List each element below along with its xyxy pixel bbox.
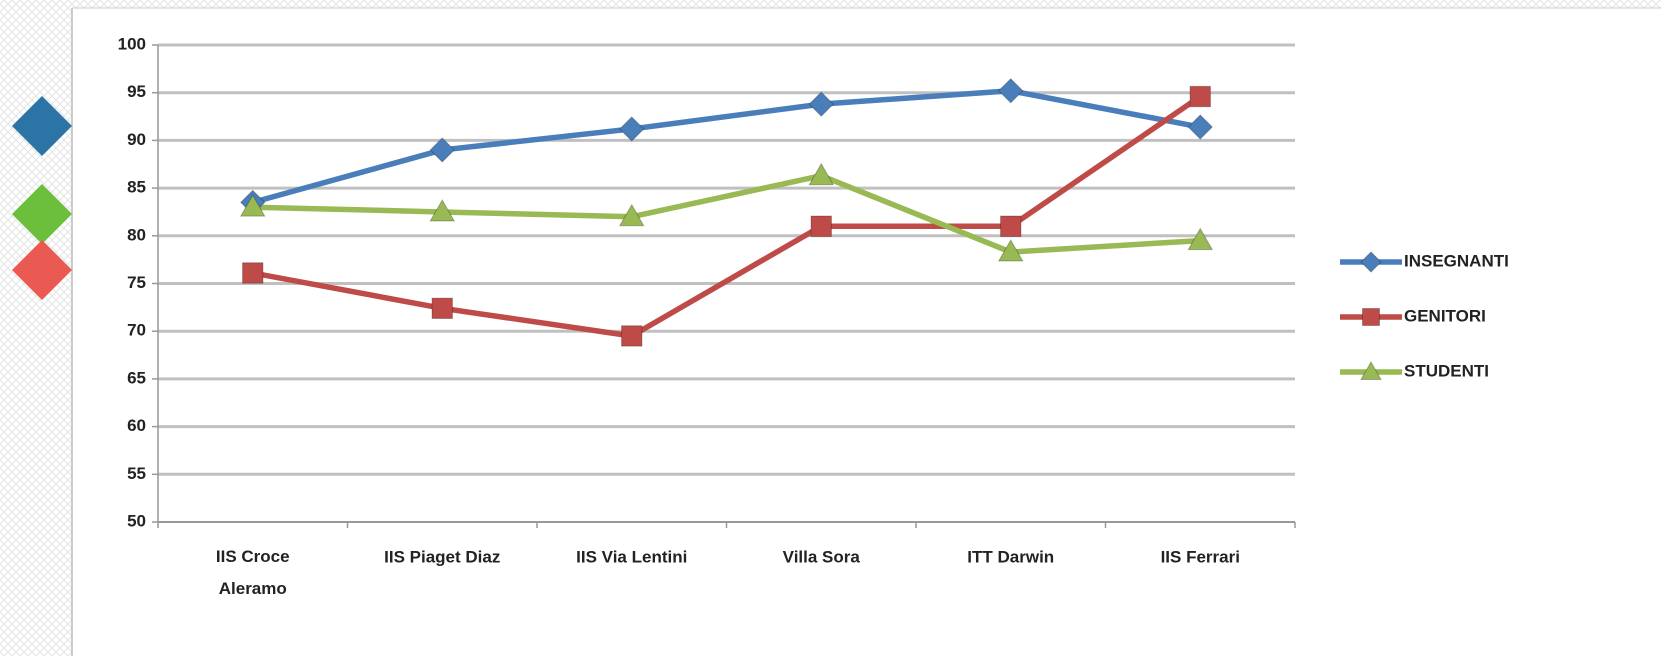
- x-tick-label: IIS Piaget Diaz: [384, 547, 500, 566]
- y-tick-label: 95: [127, 82, 146, 101]
- y-tick-label: 85: [127, 178, 146, 197]
- marker: [998, 78, 1024, 104]
- marker: [1187, 114, 1213, 140]
- background-pattern: [0, 0, 72, 656]
- legend-marker: [1362, 308, 1380, 326]
- y-tick-label: 100: [118, 34, 146, 53]
- background-pattern: [0, 0, 1661, 8]
- y-tick-label: 70: [127, 321, 146, 340]
- marker: [1000, 215, 1022, 237]
- legend-label: INSEGNANTI: [1404, 251, 1509, 270]
- decor-diamond: [12, 240, 72, 300]
- legend-label: STUDENTI: [1404, 361, 1489, 380]
- y-tick-label: 80: [127, 225, 146, 244]
- legend-marker: [1360, 251, 1382, 273]
- marker: [808, 162, 835, 186]
- series-line: [252, 88, 1201, 206]
- y-tick-label: 60: [127, 416, 146, 435]
- marker: [1187, 227, 1214, 251]
- x-tick-label: IIS Croce Aleramo: [216, 547, 290, 598]
- marker: [618, 203, 645, 227]
- y-tick-label: 55: [127, 464, 146, 483]
- y-tick-label: 50: [127, 511, 146, 530]
- marker: [429, 137, 455, 163]
- marker: [619, 116, 645, 142]
- decor-diamond: [12, 96, 72, 156]
- marker: [810, 215, 832, 237]
- legend-marker: [1360, 360, 1382, 380]
- marker: [431, 297, 453, 320]
- y-tick-label: 75: [127, 273, 146, 292]
- y-tick-label: 65: [127, 368, 146, 387]
- series-line: [252, 172, 1201, 255]
- x-tick-label: IIS Via Lentini: [576, 547, 687, 566]
- series-line: [252, 94, 1202, 339]
- marker: [997, 239, 1024, 262]
- x-tick-label: IIS Ferrari: [1161, 547, 1240, 566]
- marker: [239, 194, 266, 217]
- x-tick-label: ITT Darwin: [967, 547, 1054, 566]
- x-tick-label: Villa Sora: [783, 547, 861, 566]
- decor-diamond: [12, 184, 72, 244]
- marker: [1189, 85, 1211, 108]
- marker: [621, 325, 643, 347]
- marker: [808, 91, 834, 117]
- legend-label: GENITORI: [1404, 306, 1486, 325]
- marker: [429, 198, 456, 222]
- marker: [242, 262, 264, 284]
- y-tick-label: 90: [127, 130, 146, 149]
